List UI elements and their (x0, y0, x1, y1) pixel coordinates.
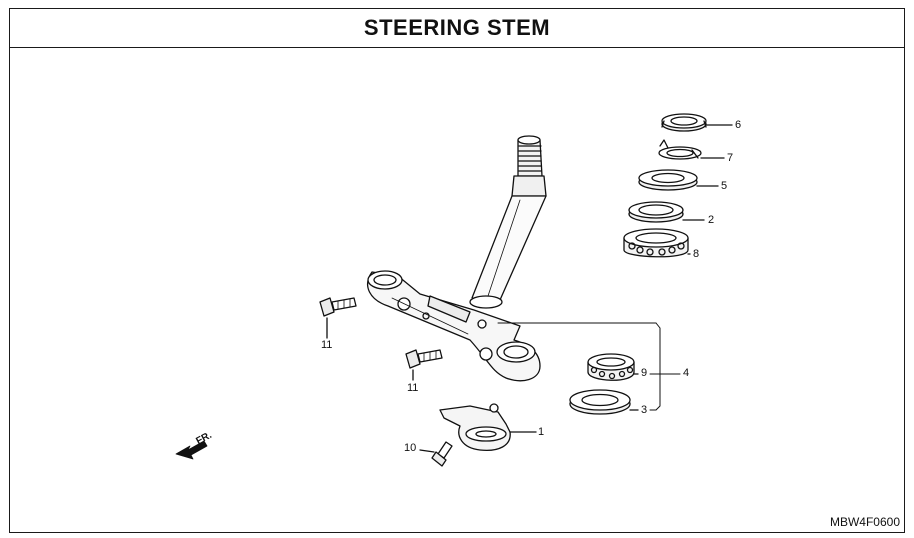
part-5-adjusting-nut (638, 169, 719, 191)
part-11-bolt-right (405, 349, 443, 381)
part-9-lower-bearing (587, 353, 639, 381)
title-bar: STEERING STEM (10, 9, 904, 48)
diagram-frame: STEERING STEM (9, 8, 905, 533)
reference-code: MBW4F0600 (829, 515, 900, 529)
part-8-upper-bearing (623, 228, 691, 258)
callout-8: 8 (693, 248, 700, 260)
part-1-hose-guide (439, 403, 537, 452)
front-arrow-icon (175, 440, 208, 460)
callout-7: 7 (727, 152, 734, 164)
part-10-bolt (419, 441, 453, 467)
part-4-bracket-lines (497, 322, 681, 411)
part-6-lock-nut (661, 113, 733, 132)
bottom-bridge (367, 270, 541, 382)
callout-1: 1 (538, 426, 545, 438)
steering-stem-shaft (469, 135, 547, 309)
part-7-lock-washer (658, 139, 725, 160)
part-11-bolt-left (319, 297, 357, 339)
callout-10: 10 (404, 442, 417, 454)
part-2-outer-race (628, 201, 705, 223)
callout-11-left: 11 (321, 339, 333, 351)
callout-5: 5 (721, 180, 728, 192)
callout-6: 6 (735, 119, 742, 131)
callout-2: 2 (708, 214, 715, 226)
callout-9: 9 (641, 367, 648, 379)
part-3-dust-seal (569, 389, 639, 415)
callout-11-right: 11 (407, 382, 419, 394)
callout-3: 3 (641, 404, 648, 416)
page-title: STEERING STEM (363, 15, 551, 40)
callout-4: 4 (683, 367, 690, 379)
